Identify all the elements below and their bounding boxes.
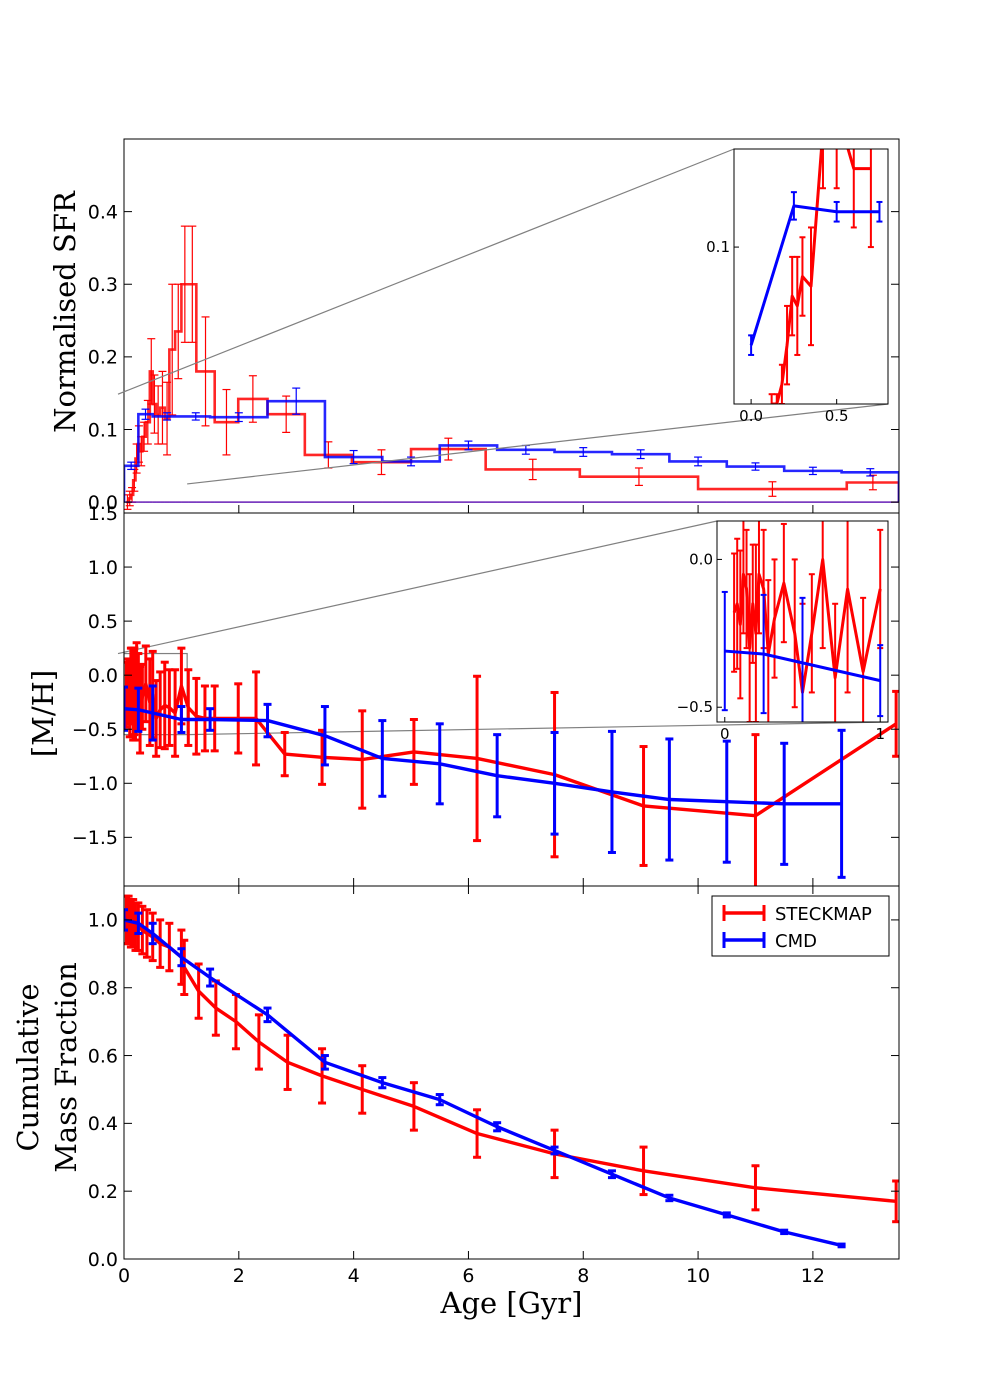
cumulative-ytick-label-1: 0.2 bbox=[88, 1181, 118, 1203]
metallicity-inset-ytick-label-1: −0.5 bbox=[677, 698, 713, 716]
sfr-zoom-connector-top bbox=[117, 148, 735, 395]
cumulative-ytick-label-5: 1.0 bbox=[88, 910, 118, 932]
metallicity-inset-xtick-label-0: 0 bbox=[720, 725, 730, 743]
sfr-panel: 0.0 0.1 0.2 0.3 0.4 Normalised SFR 0.0 0.5 0.1 bbox=[48, 138, 900, 514]
sfr-ytick-label-4: 0.4 bbox=[88, 201, 118, 223]
metallicity-inset-plot bbox=[721, 521, 884, 722]
legend: STECKMAP CMD bbox=[711, 895, 890, 957]
metallicity-plot-area bbox=[124, 641, 899, 886]
cumulative-plot-area bbox=[124, 894, 899, 1249]
sfr-ytick-label-1: 0.1 bbox=[88, 419, 118, 441]
cumulative-ytick-label-0: 0.0 bbox=[88, 1249, 118, 1271]
cumulative-xtick-label-1: 2 bbox=[233, 1265, 245, 1287]
sfr-plot-area bbox=[124, 225, 899, 510]
metallicity-inset-ytick-label-0: 0.0 bbox=[689, 550, 713, 568]
metallicity-ytick-label-2: 0.5 bbox=[88, 611, 118, 633]
metallicity-zoom-connector-top bbox=[117, 520, 718, 655]
sfr-ytick-label-3: 0.3 bbox=[88, 274, 118, 296]
sfr-zoom-connector-bottom bbox=[187, 403, 889, 485]
cumulative-ylabel-line-0: Cumulative bbox=[11, 983, 45, 1151]
sfr-ylabel: Normalised SFR bbox=[48, 190, 82, 433]
sfr-ytick-label-2: 0.2 bbox=[88, 347, 118, 369]
sfr-ytick-label-0: 0.0 bbox=[88, 492, 118, 514]
metallicity-inset-xtick-label-1: 1 bbox=[875, 725, 885, 743]
sfr-inset-plot bbox=[748, 149, 883, 404]
metallicity-ytick-label-4: −0.5 bbox=[72, 719, 118, 741]
metallicity-ytick-label-5: −1.0 bbox=[72, 773, 118, 795]
sfr-inset-xtick-label-0: 0.0 bbox=[739, 407, 763, 425]
sfr-inset-xtick-label-1: 0.5 bbox=[825, 407, 849, 425]
cumulative-xtick-label-2: 4 bbox=[348, 1265, 360, 1287]
metallicity-ytick-label-6: −1.5 bbox=[72, 827, 118, 849]
cumulative-steckmap-line bbox=[126, 918, 897, 1204]
cumulative-frame bbox=[123, 885, 900, 1260]
cumulative-ytick-label-2: 0.4 bbox=[88, 1113, 118, 1135]
metallicity-cmd-line bbox=[124, 706, 842, 806]
metallicity-ytick-label-0: 1.5 bbox=[88, 503, 118, 525]
cumulative-xtick-label-4: 8 bbox=[577, 1265, 589, 1287]
metallicity-inset-frame bbox=[716, 520, 889, 723]
sfr-cmd-histogram bbox=[124, 399, 899, 503]
cumulative-ylabel-line-1: Mass Fraction bbox=[49, 962, 83, 1173]
cumulative-ytick-label-3: 0.6 bbox=[88, 1045, 118, 1067]
cumulative-cmd-line bbox=[124, 918, 842, 1248]
metallicity-ylabel: [M/H] bbox=[26, 670, 60, 757]
cumulative-xtick-label-6: 12 bbox=[801, 1265, 825, 1287]
legend-label-cmd: CMD bbox=[775, 931, 817, 952]
metallicity-inset-cmd-line bbox=[724, 649, 881, 683]
cumulative-xtick-label-3: 6 bbox=[462, 1265, 474, 1287]
cumulative-xtick-label-0: 0 bbox=[118, 1265, 130, 1287]
metallicity-ytick-label-3: 0.0 bbox=[88, 665, 118, 687]
cumulative-xlabel: Age [Gyr] bbox=[440, 1286, 583, 1320]
legend-label-steckmap: STECKMAP bbox=[775, 904, 872, 925]
sfr-inset-ytick-label-0: 0.1 bbox=[706, 238, 730, 256]
cumulative-xtick-label-5: 10 bbox=[686, 1265, 710, 1287]
sfr-inset-cmd-line bbox=[749, 204, 880, 346]
metallicity-ytick-label-1: 1.0 bbox=[88, 557, 118, 579]
cumulative-panel: 0.0 0.2 0.4 0.6 0.8 1.0 0 2 4 6 8 10 12 Cumulative Mas… bbox=[11, 885, 900, 1320]
metallicity-panel: 1.5 1.0 0.5 0.0 −0.5 −1.0 −1.5 [M/H] 0 1 0.0 −0.5 bbox=[26, 503, 900, 887]
legend-frame bbox=[711, 895, 890, 957]
sfr-inset-frame bbox=[733, 148, 889, 405]
cumulative-ytick-label-4: 0.8 bbox=[88, 978, 118, 1000]
metallicity-zoom-connector-bottom bbox=[187, 721, 889, 736]
